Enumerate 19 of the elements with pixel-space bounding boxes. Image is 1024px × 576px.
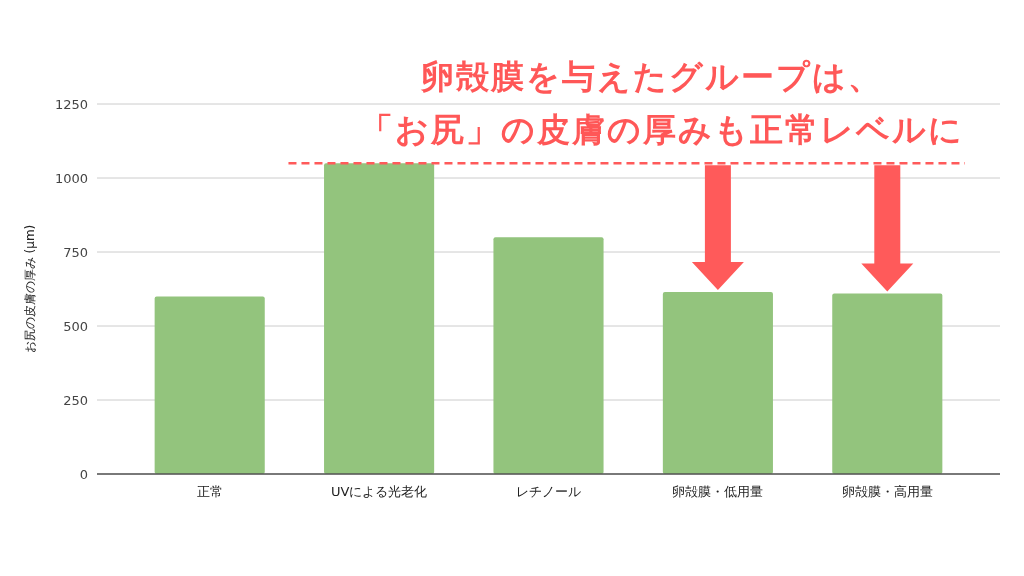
y-tick-label: 1250 — [54, 96, 88, 112]
chart-title: 卵殻膜を与えたグループは、 — [420, 57, 883, 96]
chart-subtitle: 「お尻」の皮膚の厚みも正常レベルに — [360, 110, 964, 149]
y-tick-label: 0 — [79, 466, 88, 482]
x-tick-label: 正常 — [196, 484, 223, 499]
bar — [493, 237, 604, 474]
y-tick-label: 1000 — [54, 170, 88, 186]
bar — [154, 296, 265, 474]
y-tick-label: 750 — [63, 244, 88, 260]
x-tick-label: レチノール — [516, 484, 581, 499]
x-tick-label: UVによる光老化 — [330, 484, 428, 499]
bar — [324, 163, 435, 474]
x-tick-label: 卵殻膜・高用量 — [841, 484, 933, 499]
bar — [662, 291, 773, 474]
y-tick-label: 500 — [63, 318, 88, 334]
y-tick-label: 250 — [63, 392, 88, 408]
y-axis-title: お尻の皮膚の厚み (μm) — [23, 224, 37, 354]
bar — [832, 293, 943, 474]
x-tick-label: 卵殻膜・低用量 — [672, 484, 764, 499]
